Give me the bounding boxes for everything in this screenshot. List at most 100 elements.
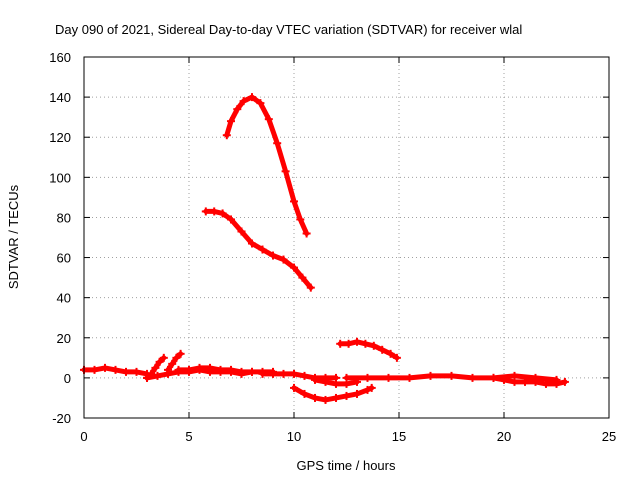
- data-point: [164, 365, 172, 374]
- data-point: [90, 365, 99, 374]
- data-point: [233, 105, 242, 114]
- data-point: [222, 131, 231, 140]
- data-point: [248, 93, 256, 102]
- data-point: [273, 139, 282, 148]
- data-point: [392, 353, 401, 362]
- data-point: [143, 373, 151, 382]
- plot-frame: [83, 56, 610, 419]
- data-point: [256, 99, 265, 108]
- data-point: [218, 209, 227, 218]
- data-point: [384, 373, 393, 382]
- data-point: [378, 345, 387, 354]
- data-point: [363, 385, 372, 394]
- data-point: [306, 283, 315, 292]
- data-point: [239, 97, 248, 106]
- data-point: [290, 369, 298, 378]
- data-point: [560, 377, 569, 386]
- x-tick-label: 15: [392, 429, 406, 444]
- data-point: [521, 377, 529, 386]
- data-point: [386, 349, 395, 358]
- y-tick-label: 60: [57, 251, 71, 266]
- data-point: [258, 245, 267, 254]
- data-point: [176, 349, 185, 358]
- data-point: [132, 367, 141, 376]
- data-point: [321, 377, 330, 386]
- x-tick-label: 25: [602, 429, 616, 444]
- y-tick-label: 120: [49, 130, 71, 145]
- y-tick-label: 100: [49, 170, 71, 185]
- data-point: [332, 379, 340, 388]
- y-axis-ticks: -20 0 20 40 60 80 100 120 140 160: [49, 50, 609, 426]
- data-point: [237, 227, 246, 236]
- data-point: [468, 373, 477, 382]
- data-point: [367, 383, 376, 392]
- chart-title: Day 090 of 2021, Sidereal Day-to-day VTE…: [55, 22, 522, 37]
- data-point: [281, 167, 290, 176]
- data-point: [172, 353, 181, 362]
- data-point: [248, 367, 256, 376]
- data-point: [101, 363, 109, 372]
- data-point: [300, 371, 309, 380]
- data-point: [342, 373, 351, 382]
- series-line-arc-6: [224, 94, 310, 236]
- data-point: [269, 369, 277, 378]
- data-point: [369, 341, 378, 350]
- data-point: [296, 215, 305, 224]
- data-point: [227, 365, 235, 374]
- x-tick-label: 10: [287, 429, 301, 444]
- data-point: [264, 115, 273, 124]
- data-point: [237, 367, 246, 376]
- data-point: [489, 373, 498, 382]
- data-point: [344, 339, 353, 348]
- data-point: [300, 389, 309, 398]
- x-tick-label: 0: [80, 429, 87, 444]
- data-point: [155, 357, 164, 366]
- data-point: [227, 215, 235, 224]
- data-point: [361, 339, 370, 348]
- data-point: [185, 365, 193, 374]
- data-point: [405, 373, 414, 382]
- data-point: [353, 337, 361, 346]
- data-point: [111, 365, 120, 374]
- data-point: [279, 255, 288, 264]
- grid: [84, 57, 609, 418]
- y-tick-label: 140: [49, 90, 71, 105]
- data-point: [336, 339, 345, 348]
- data-point: [321, 395, 330, 404]
- data-point: [426, 371, 435, 380]
- data-point: [174, 365, 183, 374]
- x-tick-label: 20: [497, 429, 511, 444]
- data-point: [279, 369, 288, 378]
- data-point: [311, 393, 319, 402]
- data-point: [353, 389, 361, 398]
- y-axis-label: SDTVAR / TECUs: [6, 184, 21, 289]
- x-axis-label: GPS time / hours: [297, 458, 396, 473]
- data-point: [153, 371, 162, 380]
- data-point: [447, 371, 456, 380]
- y-tick-label: 80: [57, 210, 71, 225]
- data-series: [80, 93, 569, 404]
- data-point: [168, 359, 177, 368]
- data-point: [311, 375, 319, 384]
- data-point: [542, 379, 550, 388]
- data-point: [363, 373, 372, 382]
- data-point: [206, 363, 214, 372]
- series-line-arc-7: [203, 208, 314, 291]
- data-point: [159, 353, 168, 362]
- y-tick-label: 0: [64, 371, 71, 386]
- data-point: [290, 197, 298, 206]
- data-point: [151, 363, 160, 372]
- y-tick-label: 20: [57, 331, 71, 346]
- y-tick-label: 160: [49, 50, 71, 65]
- data-point: [531, 377, 540, 386]
- data-point: [290, 383, 298, 392]
- series-line-arc-4: [165, 351, 184, 373]
- x-tick-label: 5: [185, 429, 192, 444]
- data-point: [122, 367, 130, 376]
- data-point: [500, 375, 508, 384]
- data-point: [248, 239, 256, 248]
- data-point: [290, 263, 298, 272]
- data-point: [201, 207, 210, 216]
- data-point: [269, 251, 277, 260]
